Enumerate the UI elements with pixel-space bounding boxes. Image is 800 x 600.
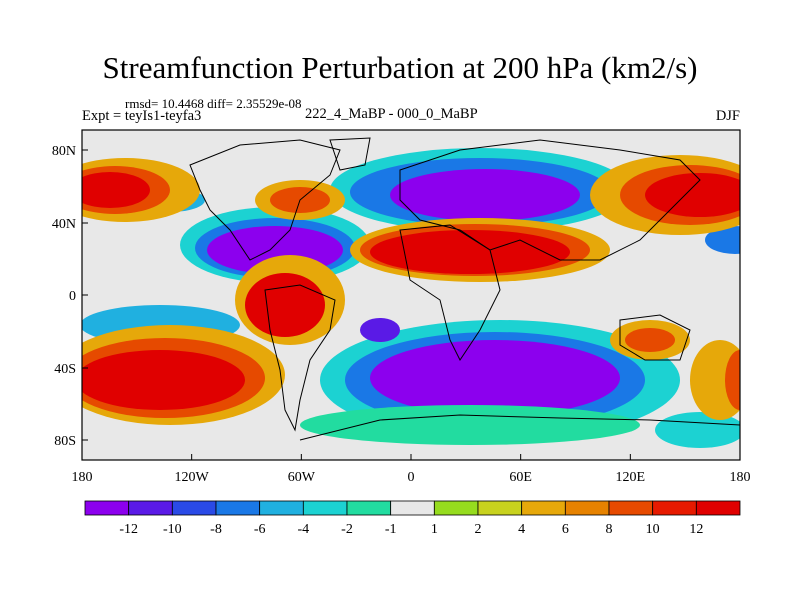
lon-tick-label: 120E <box>616 470 646 485</box>
coast-eurasia <box>399 139 701 261</box>
lat-tick-label: 80S <box>54 434 76 449</box>
lon-tick-label: 0 <box>408 470 415 485</box>
colorbar-swatch <box>433 500 479 516</box>
colorbar-label: -4 <box>297 522 309 537</box>
coast-antarctica <box>299 414 740 441</box>
difference-label: 222_4_MaBP - 000_0_MaBP <box>305 106 478 122</box>
lon-tick-label: 60E <box>509 470 532 485</box>
coast-africa <box>399 224 501 361</box>
colorbar-swatch <box>346 500 392 516</box>
coast-australia <box>619 314 691 361</box>
colorbar-swatch <box>84 500 130 516</box>
coast-south-america <box>264 284 336 432</box>
colorbar-swatch <box>608 500 654 516</box>
experiment-label: Expt = teyIs1-teyfa3 <box>82 108 202 124</box>
colorbar-swatch <box>390 500 435 516</box>
lat-tick-label: 80N <box>52 144 76 159</box>
colorbar-label: -12 <box>119 522 138 537</box>
colorbar-swatch <box>695 500 741 516</box>
colorbar-swatch <box>215 500 261 516</box>
colorbar-label: 4 <box>518 522 525 537</box>
map-title: Streamfunction Perturbation at 200 hPa (… <box>102 50 698 85</box>
stats-line: rmsd= 10.4468 diff= 2.35529e-08 <box>125 96 302 111</box>
colorbar-label: 12 <box>689 522 703 537</box>
lat-tick-label: 40N <box>52 217 76 232</box>
colorbar-label: 10 <box>646 522 660 537</box>
longitude-axis: 180 120W 60W 0 60E 120E 180 <box>72 454 751 485</box>
colorbar-swatch <box>521 500 566 516</box>
colorbar-swatch <box>564 500 610 516</box>
colorbar-label: 2 <box>475 522 482 537</box>
coastlines <box>189 137 740 441</box>
lon-tick-label: 180 <box>72 470 93 485</box>
colorbar-swatch <box>652 500 697 516</box>
colorbar-label: -1 <box>385 522 397 537</box>
colorbar-label: -10 <box>163 522 182 537</box>
colorbar-swatch <box>259 500 304 516</box>
lat-tick-label: 40S <box>54 362 76 377</box>
colorbar-label: -2 <box>341 522 353 537</box>
contour-field <box>82 130 740 460</box>
lon-tick-label: 180 <box>730 470 751 485</box>
colorbar-label: 1 <box>431 522 438 537</box>
lat-tick-label: 0 <box>69 289 76 304</box>
latitude-axis: 80N 40N 0 40S 80S <box>52 144 88 449</box>
coast-greenland <box>329 137 371 171</box>
season-label: DJF <box>715 108 740 124</box>
positive-anomalies <box>82 155 740 425</box>
colorbar-swatch <box>302 500 348 516</box>
colorbar-label: 8 <box>606 522 613 537</box>
lon-tick-label: 120W <box>175 470 210 485</box>
colorbar-swatch <box>128 500 173 516</box>
colorbar: -12 -10 -8 -6 -4 -2 -1 1 2 4 6 8 10 12 <box>84 500 741 537</box>
high-south-indian <box>690 340 740 420</box>
lon-tick-label: 60W <box>288 470 316 485</box>
colorbar-swatch <box>477 500 523 516</box>
colorbar-label: -8 <box>210 522 222 537</box>
colorbar-label: -6 <box>254 522 266 537</box>
colorbar-label: 6 <box>562 522 569 537</box>
coast-north-america <box>189 139 341 261</box>
colorbar-swatch <box>171 500 217 516</box>
